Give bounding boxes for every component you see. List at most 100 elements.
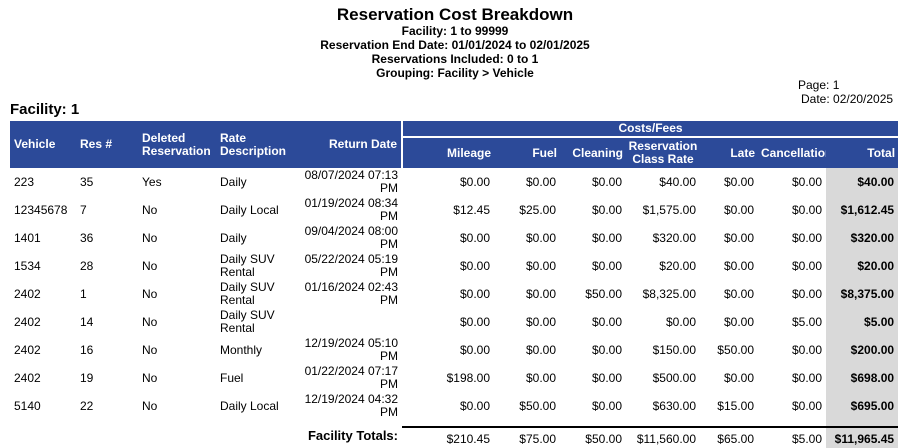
cell-total: $320.00 bbox=[826, 224, 899, 252]
cell-class-rate: $1,575.00 bbox=[642, 202, 696, 217]
cell-fuel: $0.00 bbox=[525, 342, 556, 357]
total-cancellation: $5.00 bbox=[758, 426, 826, 448]
cell-deleted: No bbox=[142, 258, 158, 273]
col-fuel: Fuel bbox=[494, 137, 560, 168]
cell-fuel: $25.00 bbox=[519, 202, 556, 217]
table-body: 223 35 Yes Daily 08/07/2024 07:13 PM $0.… bbox=[10, 168, 899, 420]
cell-late: $0.00 bbox=[723, 230, 754, 245]
cell-cleaning: $0.00 bbox=[591, 342, 622, 357]
cell-res-number: 14 bbox=[80, 314, 94, 329]
cell-res-number: 16 bbox=[80, 342, 94, 357]
cell-mileage: $0.00 bbox=[459, 230, 490, 245]
page-number: Page: 1 bbox=[798, 78, 840, 92]
cell-deleted: No bbox=[142, 314, 158, 329]
cell-total: $200.00 bbox=[826, 336, 899, 364]
cell-fuel: $50.00 bbox=[519, 398, 556, 413]
cell-cancellation: $0.00 bbox=[791, 342, 822, 357]
cell-rate-description: Daily bbox=[220, 174, 247, 189]
cell-return-date: 12/19/2024 04:32 PM bbox=[304, 392, 398, 419]
table-row: 12345678 7 No Daily Local 01/19/2024 08:… bbox=[10, 196, 899, 224]
cell-late: $0.00 bbox=[723, 314, 754, 329]
facility-totals-row: Facility Totals: $210.45 $75.00 $50.00 $… bbox=[10, 426, 899, 448]
cell-total: $695.00 bbox=[826, 392, 899, 420]
cell-mileage: $0.00 bbox=[459, 258, 490, 273]
cell-vehicle: 2402 bbox=[14, 370, 41, 385]
cell-total: $1,612.45 bbox=[826, 196, 899, 224]
table-row: 223 35 Yes Daily 08/07/2024 07:13 PM $0.… bbox=[10, 168, 899, 196]
cell-fuel: $0.00 bbox=[525, 286, 556, 301]
cell-res-number: 36 bbox=[80, 230, 94, 245]
cell-rate-description: Daily SUV Rental bbox=[220, 252, 275, 279]
report-date: Date: 02/20/2025 bbox=[801, 92, 894, 106]
cell-rate-description: Daily Local bbox=[220, 398, 279, 413]
cell-class-rate: $8,325.00 bbox=[642, 286, 696, 301]
cell-res-number: 7 bbox=[80, 202, 87, 217]
cell-deleted: Yes bbox=[142, 174, 162, 189]
cell-cancellation: $0.00 bbox=[791, 286, 822, 301]
col-group-costs-fees: Costs/Fees bbox=[400, 121, 899, 138]
cell-mileage: $198.00 bbox=[446, 370, 490, 385]
col-rate-description: Rate Description bbox=[216, 121, 292, 168]
cell-total: $5.00 bbox=[826, 308, 899, 336]
cell-cancellation: $0.00 bbox=[791, 174, 822, 189]
cell-fuel: $0.00 bbox=[525, 230, 556, 245]
cell-cancellation: $0.00 bbox=[791, 258, 822, 273]
cell-cleaning: $0.00 bbox=[591, 398, 622, 413]
cell-mileage: $0.00 bbox=[459, 174, 490, 189]
cell-cancellation: $0.00 bbox=[791, 370, 822, 385]
cell-mileage: $12.45 bbox=[453, 202, 490, 217]
cell-late: $0.00 bbox=[723, 202, 754, 217]
table-row: 1401 36 No Daily 09/04/2024 08:00 PM $0.… bbox=[10, 224, 899, 252]
col-vehicle: Vehicle bbox=[10, 121, 76, 168]
cell-res-number: 19 bbox=[80, 370, 94, 385]
col-return-date: Return Date bbox=[292, 121, 402, 168]
costs-fees-group-label: Costs/Fees bbox=[618, 121, 683, 135]
cell-rate-description: Daily Local bbox=[220, 202, 279, 217]
cell-cleaning: $0.00 bbox=[591, 202, 622, 217]
cell-res-number: 22 bbox=[80, 398, 94, 413]
page-title: Reservation Cost Breakdown bbox=[336, 5, 574, 24]
col-cancellation: Cancellation bbox=[758, 137, 826, 168]
cell-res-number: 35 bbox=[80, 174, 94, 189]
cell-vehicle: 2402 bbox=[14, 286, 41, 301]
cell-fuel: $0.00 bbox=[525, 314, 556, 329]
cell-class-rate: $20.00 bbox=[659, 258, 696, 273]
cell-late: $0.00 bbox=[723, 258, 754, 273]
param-end-date-range: Reservation End Date: 01/01/2024 to 02/0… bbox=[320, 38, 590, 52]
cell-vehicle: 12345678 bbox=[14, 202, 68, 217]
cell-rate-description: Daily SUV Rental bbox=[220, 308, 275, 335]
cell-cleaning: $0.00 bbox=[591, 314, 622, 329]
facility-group-header: Facility: 1 bbox=[10, 101, 80, 118]
cell-return-date: 01/22/2024 07:17 PM bbox=[304, 364, 398, 391]
cell-rate-description: Daily SUV Rental bbox=[220, 280, 275, 307]
report-parameters: Facility: 1 to 99999 Reservation End Dat… bbox=[0, 24, 910, 80]
cell-class-rate: $320.00 bbox=[652, 230, 696, 245]
spacer-row bbox=[10, 420, 899, 427]
cell-deleted: No bbox=[142, 202, 158, 217]
col-late: Late bbox=[700, 137, 758, 168]
table-header: Vehicle Res # Deleted Reservation Rate D… bbox=[10, 121, 899, 168]
cell-mileage: $0.00 bbox=[459, 342, 490, 357]
cell-rate-description: Daily bbox=[220, 230, 247, 245]
cell-late: $0.00 bbox=[723, 370, 754, 385]
param-reservations-included: Reservations Included: 0 to 1 bbox=[371, 52, 539, 66]
table-row: 1534 28 No Daily SUV Rental 05/22/2024 0… bbox=[10, 252, 899, 280]
table-row: 2402 14 No Daily SUV Rental $0.00 $0.00 … bbox=[10, 308, 899, 336]
table-row: 2402 16 No Monthly 12/19/2024 05:10 PM $… bbox=[10, 336, 899, 364]
table-row: 5140 22 No Daily Local 12/19/2024 04:32 … bbox=[10, 392, 899, 420]
cell-cancellation: $5.00 bbox=[791, 314, 822, 329]
col-mileage: Mileage bbox=[401, 137, 494, 168]
cell-fuel: $0.00 bbox=[525, 258, 556, 273]
cell-deleted: No bbox=[142, 230, 158, 245]
cell-res-number: 1 bbox=[80, 286, 87, 301]
cell-cancellation: $0.00 bbox=[791, 398, 822, 413]
cell-return-date: 08/07/2024 07:13 PM bbox=[304, 168, 398, 195]
cell-rate-description: Fuel bbox=[220, 370, 244, 385]
table-row: 2402 1 No Daily SUV Rental 01/16/2024 02… bbox=[10, 280, 899, 308]
total-cleaning: $50.00 bbox=[560, 426, 626, 448]
cell-mileage: $0.00 bbox=[459, 314, 490, 329]
col-cleaning: Cleaning bbox=[560, 137, 626, 168]
cell-class-rate: $150.00 bbox=[652, 342, 696, 357]
param-grouping: Grouping: Facility > Vehicle bbox=[376, 66, 534, 80]
